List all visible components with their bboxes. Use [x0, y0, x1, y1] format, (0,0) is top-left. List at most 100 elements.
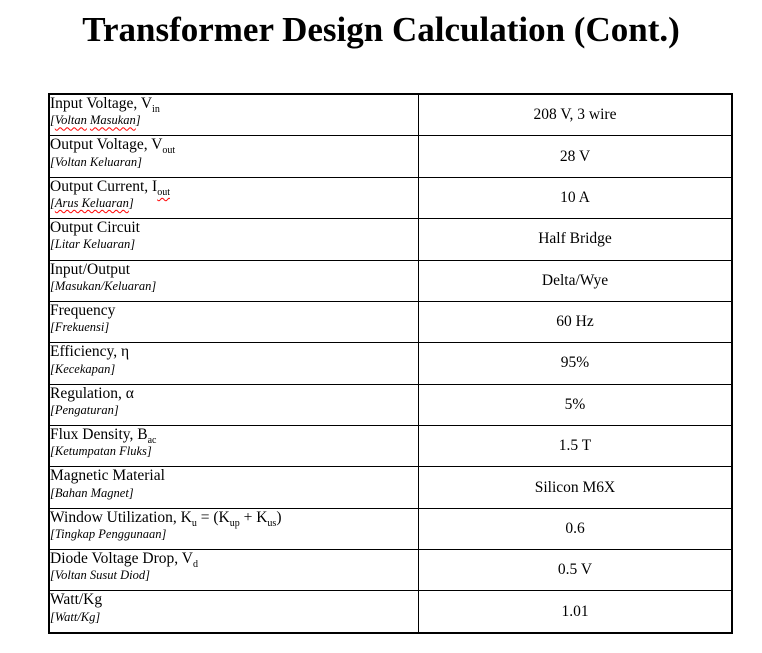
- text-segment: [Ketumpatan Fluks]: [50, 444, 152, 459]
- subscript-text: d: [192, 559, 198, 571]
- parameter-cell: Frequency [Frekuensi]: [48, 300, 419, 344]
- parameter-cell: Diode Voltage Drop, Vd [Voltan Susut Diod…: [48, 549, 419, 592]
- subscript-text: us: [267, 517, 277, 529]
- table-row: Watt/Kg [Watt/Kg] 1.01: [48, 590, 733, 634]
- parameter-value: Silicon M6X: [418, 466, 733, 509]
- text-segment: = (K: [196, 508, 230, 526]
- parameter-value: Half Bridge: [418, 218, 733, 261]
- text-segment: Regulation, α: [50, 384, 134, 402]
- parameter-translation: [Voltan Keluaran]: [50, 155, 418, 171]
- parameter-translation: [Voltan Masukan]: [50, 113, 418, 129]
- page-title: Transformer Design Calculation (Cont.): [82, 10, 680, 49]
- text-segment: [Bahan Magnet]: [50, 485, 134, 500]
- parameter-value: 5%: [418, 383, 733, 426]
- text-segment: Frequency: [50, 301, 116, 319]
- subscript-text: ac: [147, 435, 157, 447]
- parameter-translation: [Voltan Susut Diod]: [50, 568, 418, 584]
- parameter-value: 60 Hz: [418, 300, 733, 344]
- table-row: Input Voltage, Vin [Voltan Masukan] 208 V,…: [48, 93, 733, 137]
- parameter-cell: Input/Output [Masukan/Keluaran]: [48, 259, 419, 302]
- parameter-label: Watt/Kg: [50, 591, 418, 609]
- table-row: Flux Density, Bac [Ketumpatan Fluks] 1.5 T: [48, 424, 733, 468]
- table-row: Output Current, Iout [Arus Keluaran] 10 A: [48, 176, 733, 220]
- text-segment: [Watt/Kg]: [50, 609, 101, 624]
- text-segment: [Tingkap Penggunaan]: [50, 526, 167, 541]
- text-segment: Output Voltage, V: [50, 136, 163, 154]
- parameter-value: Delta/Wye: [418, 259, 733, 302]
- parameter-label: Output Circuit: [50, 219, 418, 237]
- parameter-translation: [Litar Keluaran]: [50, 237, 418, 253]
- parameter-translation: [Bahan Magnet]: [50, 486, 418, 502]
- text-segment: ]: [135, 113, 141, 128]
- text-segment: [Frekuensi]: [50, 320, 110, 335]
- spec-table: Input Voltage, Vin [Voltan Masukan] 208 V,…: [48, 93, 733, 634]
- table-row: Diode Voltage Drop, Vd [Voltan Susut Diod…: [48, 549, 733, 592]
- text-segment: Masukan: [89, 113, 136, 128]
- parameter-value: 0.5 V: [418, 549, 733, 592]
- parameter-value: 1.01: [418, 590, 733, 634]
- text-segment: Input/Output: [50, 260, 131, 278]
- subscript-text: u: [191, 517, 197, 529]
- text-segment: Output Circuit: [50, 219, 140, 237]
- table-row: Magnetic Material [Bahan Magnet] Silicon M…: [48, 466, 733, 509]
- text-segment: [: [50, 196, 55, 211]
- text-segment: Window Utilization, K: [50, 508, 192, 526]
- text-segment: ): [276, 508, 282, 526]
- text-segment: Flux Density, B: [50, 425, 148, 443]
- parameter-translation: [Ketumpatan Fluks]: [50, 444, 418, 460]
- parameter-value: 1.5 T: [418, 424, 733, 468]
- table-row: Window Utilization, Ku = (Kup + Kus) [Tin…: [48, 507, 733, 551]
- text-segment: Voltan: [54, 113, 87, 128]
- parameter-label: Frequency: [50, 302, 418, 320]
- table-row: Output Circuit [Litar Keluaran] Half Bridg…: [48, 218, 733, 261]
- table-row: Regulation, α [Pengaturan] 5%: [48, 383, 733, 426]
- table-row: Output Voltage, Vout [Voltan Keluaran] 28 …: [48, 135, 733, 178]
- parameter-cell: Flux Density, Bac [Ketumpatan Fluks]: [48, 424, 419, 468]
- parameter-label: Output Current, Iout: [50, 177, 418, 198]
- parameter-translation: [Kecekapan]: [50, 362, 418, 378]
- text-segment: + K: [239, 508, 268, 526]
- parameter-label: Output Voltage, Vout: [50, 136, 418, 157]
- parameter-cell: Window Utilization, Ku = (Kup + Kus) [Tin…: [48, 507, 419, 551]
- parameter-cell: Magnetic Material [Bahan Magnet]: [48, 466, 419, 509]
- parameter-cell: Output Circuit [Litar Keluaran]: [48, 218, 419, 261]
- parameter-label: Diode Voltage Drop, Vd: [50, 550, 418, 571]
- subscript-text: in: [152, 104, 160, 116]
- parameter-cell: Regulation, α [Pengaturan]: [48, 383, 419, 426]
- parameter-cell: Output Voltage, Vout [Voltan Keluaran]: [48, 135, 419, 178]
- subscript-text: out: [157, 186, 170, 198]
- parameter-translation: [Frekuensi]: [50, 320, 418, 336]
- parameter-cell: Input Voltage, Vin [Voltan Masukan]: [48, 93, 419, 137]
- parameter-label: Regulation, α: [50, 385, 418, 403]
- parameter-translation: [Masukan/Keluaran]: [50, 279, 418, 295]
- table-row: Frequency [Frekuensi] 60 Hz: [48, 300, 733, 344]
- parameter-cell: Efficiency, η [Kecekapan]: [48, 342, 419, 385]
- text-segment: [Voltan Keluaran]: [50, 154, 143, 169]
- subscript-text: out: [162, 145, 176, 157]
- text-segment: Arus Keluaran: [54, 196, 129, 211]
- parameter-label: Input Voltage, Vin: [50, 95, 418, 116]
- text-segment: [Voltan Susut Diod]: [50, 568, 151, 583]
- text-segment: [Kecekapan]: [50, 361, 116, 376]
- parameter-value: 0.6: [418, 507, 733, 551]
- text-segment: ]: [128, 196, 134, 211]
- text-segment: [Pengaturan]: [50, 402, 119, 417]
- parameter-label: Efficiency, η: [50, 343, 418, 361]
- text-segment: Input Voltage, V: [50, 95, 153, 112]
- parameter-translation: [Arus Keluaran]: [50, 196, 418, 212]
- text-segment: Output Current, I: [50, 177, 158, 195]
- table-row: Input/Output [Masukan/Keluaran] Delta/Wye: [48, 259, 733, 302]
- parameter-label: Magnetic Material: [50, 467, 418, 485]
- text-segment: [Litar Keluaran]: [50, 237, 136, 252]
- parameter-label: Input/Output: [50, 261, 418, 279]
- text-segment: Diode Voltage Drop, V: [50, 550, 193, 568]
- parameter-cell: Watt/Kg [Watt/Kg]: [48, 590, 419, 634]
- table-row: Efficiency, η [Kecekapan] 95%: [48, 342, 733, 385]
- parameter-label: Window Utilization, Ku = (Kup + Kus): [50, 508, 418, 529]
- text-segment: Magnetic Material: [50, 467, 165, 485]
- parameter-translation: [Watt/Kg]: [50, 610, 418, 626]
- parameter-label: Flux Density, Bac: [50, 425, 418, 447]
- parameter-value: 10 A: [418, 176, 733, 220]
- subscript-text: up: [229, 517, 240, 529]
- parameter-value: 95%: [418, 342, 733, 385]
